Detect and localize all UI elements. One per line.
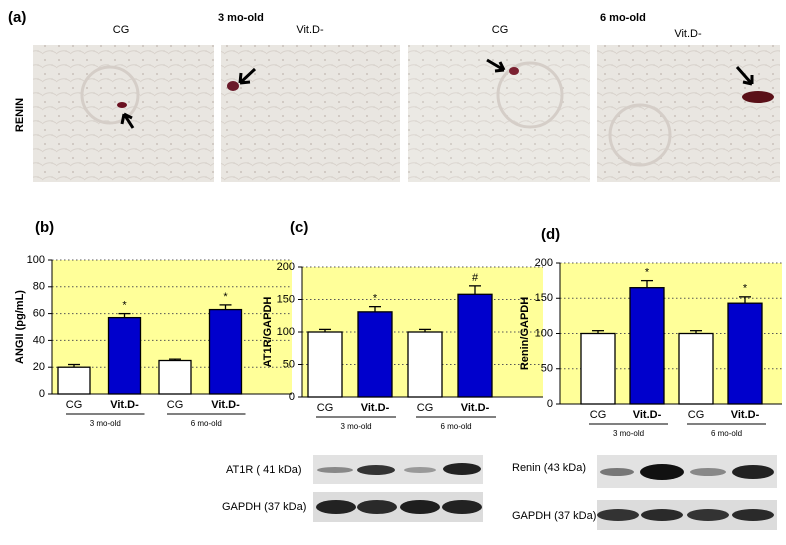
blot-label: AT1R ( 41 kDa) (226, 464, 302, 476)
panel-label: (c) (290, 219, 308, 236)
significance-marker: * (373, 293, 378, 305)
group-label: 6 mo-old (711, 429, 742, 438)
y-tick-label: 0 (39, 388, 45, 400)
significance-marker: * (122, 300, 127, 312)
y-tick-label: 100 (277, 326, 295, 338)
bar (57, 366, 91, 395)
row-label: RENIN (14, 98, 26, 132)
y-tick-label: 200 (277, 261, 295, 273)
y-tick-label: 150 (535, 292, 553, 304)
y-tick-label: 40 (33, 334, 45, 346)
significance-marker: * (645, 267, 650, 279)
western-blots (313, 455, 777, 530)
group-label: 6 mo-old (440, 422, 471, 431)
x-tick-label: CG (66, 399, 83, 411)
x-tick-label: CG (167, 399, 184, 411)
blot-label: GAPDH (37 kDa) (222, 501, 306, 513)
bar (457, 293, 493, 398)
image-label: CG (113, 24, 130, 36)
y-tick-label: 200 (535, 257, 553, 269)
y-axis-label: ANGII (pg/mL) (14, 290, 26, 364)
panel-label: (a) (8, 9, 26, 26)
bar (107, 316, 142, 395)
image-label: CG (492, 24, 509, 36)
y-tick-label: 50 (283, 358, 295, 370)
image-label: Vit.D- (296, 24, 324, 36)
panel-label: (d) (541, 226, 560, 243)
y-tick-label: 60 (33, 308, 45, 320)
group-label: 6 mo-old (600, 12, 646, 24)
y-axis-label: Renin/GAPDH (519, 297, 531, 370)
bar (629, 287, 665, 405)
x-tick-label: CG (590, 409, 607, 421)
x-tick-label: Vit.D- (361, 402, 390, 414)
image-label: Vit.D- (674, 28, 702, 40)
panel-label: (b) (35, 219, 54, 236)
group-label: 3 mo-old (613, 429, 644, 438)
x-tick-label: Vit.D- (731, 409, 760, 421)
bar (407, 331, 443, 398)
y-tick-label: 20 (33, 361, 45, 373)
y-tick-label: 100 (535, 327, 553, 339)
bar (158, 359, 192, 395)
micrographs (33, 45, 780, 182)
bar (208, 308, 243, 395)
x-tick-label: Vit.D- (110, 399, 139, 411)
y-tick-label: 150 (277, 293, 295, 305)
x-tick-label: CG (417, 402, 434, 414)
y-tick-label: 0 (547, 398, 553, 410)
significance-marker: * (223, 291, 228, 303)
y-tick-label: 100 (27, 254, 45, 266)
x-tick-label: Vit.D- (633, 409, 662, 421)
x-tick-label: CG (317, 402, 334, 414)
bar (357, 311, 393, 398)
blot-label: Renin (43 kDa) (512, 462, 586, 474)
y-axis-label: AT1R/GAPDH (262, 297, 274, 368)
bar (307, 331, 343, 398)
y-tick-label: 80 (33, 281, 45, 293)
bar (678, 332, 714, 405)
group-label: 3 mo-old (340, 422, 371, 431)
bar (580, 332, 616, 405)
group-label: 6 mo-old (191, 419, 222, 428)
significance-marker: # (472, 272, 479, 284)
bar (727, 302, 763, 405)
x-tick-label: Vit.D- (461, 402, 490, 414)
group-label: 3 mo-old (218, 12, 264, 24)
x-tick-label: Vit.D- (211, 399, 240, 411)
x-tick-label: CG (688, 409, 705, 421)
significance-marker: * (743, 283, 748, 295)
y-tick-label: 50 (541, 363, 553, 375)
group-label: 3 mo-old (90, 419, 121, 428)
y-tick-label: 0 (289, 391, 295, 403)
blot-label: GAPDH (37 kDa) (512, 510, 596, 522)
